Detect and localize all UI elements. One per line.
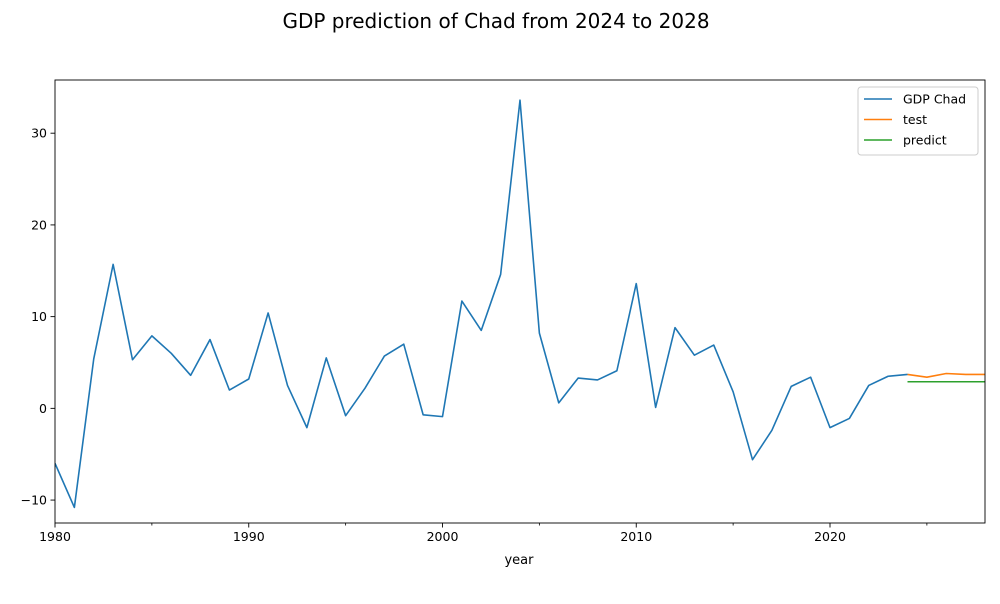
y-tick-label: 0	[39, 401, 47, 416]
legend-label: GDP Chad	[903, 92, 966, 107]
y-tick-label: 20	[31, 217, 47, 232]
x-tick-label: 2020	[814, 529, 846, 544]
chart-title: GDP prediction of Chad from 2024 to 2028	[282, 9, 709, 33]
x-tick-label: 2010	[620, 529, 652, 544]
y-tick-label: −10	[21, 493, 47, 508]
x-tick-label: 1980	[39, 529, 71, 544]
series-line-gdp-chad	[55, 99, 908, 509]
y-tick-label: 10	[31, 309, 47, 324]
x-axis-label: year	[504, 553, 534, 568]
x-tick-label: 2000	[427, 529, 459, 544]
axes-frame	[54, 79, 986, 524]
series-line-test	[907, 372, 985, 378]
x-tick-label: 1990	[233, 529, 265, 544]
legend-label: predict	[903, 133, 947, 148]
legend-box	[857, 86, 979, 156]
plot-area	[55, 99, 985, 509]
axes: 1980 1990 2000 2010 2020 −10 0 10 20 30	[21, 79, 986, 544]
legend: GDP Chad test predict	[857, 86, 979, 156]
y-tick-label: 30	[31, 126, 47, 141]
legend-label: test	[903, 112, 927, 127]
